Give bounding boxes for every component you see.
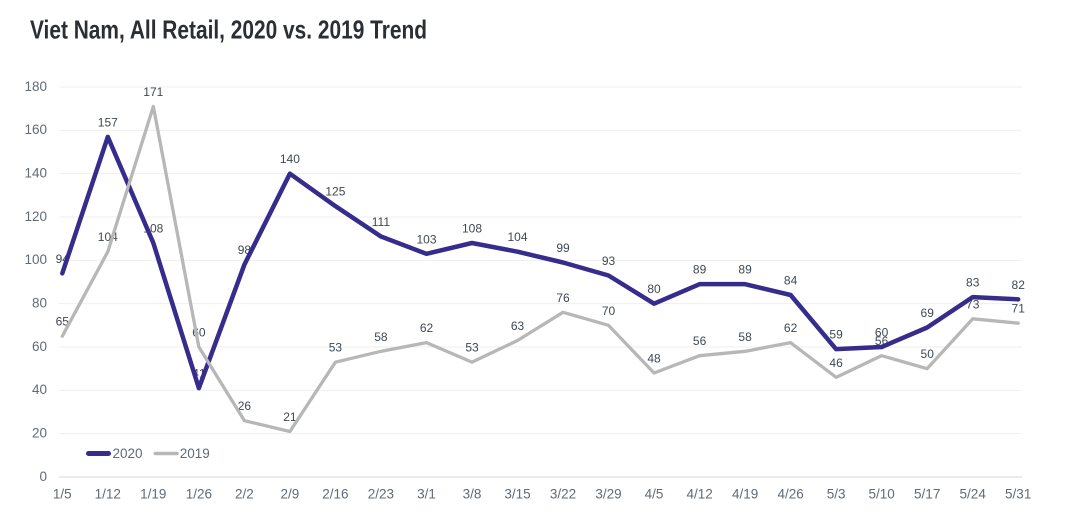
svg-text:71: 71	[1012, 302, 1026, 316]
svg-text:80: 80	[32, 296, 47, 311]
svg-text:65: 65	[56, 315, 70, 329]
svg-text:50: 50	[921, 347, 935, 361]
svg-text:140: 140	[24, 166, 47, 181]
svg-text:103: 103	[416, 232, 436, 246]
svg-text:40: 40	[32, 382, 47, 397]
svg-text:83: 83	[966, 276, 980, 290]
svg-text:69: 69	[921, 306, 935, 320]
svg-text:1/5: 1/5	[53, 486, 72, 501]
svg-text:3/22: 3/22	[550, 486, 576, 501]
svg-text:53: 53	[465, 341, 479, 355]
svg-text:59: 59	[829, 328, 843, 342]
svg-text:26: 26	[238, 399, 252, 413]
svg-text:2/16: 2/16	[322, 486, 348, 501]
svg-text:3/29: 3/29	[595, 486, 621, 501]
svg-text:180: 180	[24, 79, 47, 94]
svg-text:5/3: 5/3	[827, 486, 846, 501]
svg-text:0: 0	[39, 469, 47, 484]
svg-text:89: 89	[738, 263, 752, 277]
svg-text:120: 120	[24, 209, 47, 224]
svg-text:157: 157	[98, 115, 118, 129]
svg-text:100: 100	[24, 252, 47, 267]
svg-text:2/2: 2/2	[235, 486, 254, 501]
svg-text:56: 56	[693, 334, 707, 348]
svg-text:160: 160	[24, 122, 47, 137]
svg-text:Viet Nam, All Retail, 2020 vs.: Viet Nam, All Retail, 2020 vs. 2019 Tren…	[30, 15, 427, 45]
svg-text:20: 20	[32, 426, 47, 441]
svg-text:3/1: 3/1	[417, 486, 436, 501]
svg-text:62: 62	[784, 321, 798, 335]
svg-text:60: 60	[875, 326, 889, 340]
svg-text:84: 84	[784, 274, 798, 288]
svg-text:76: 76	[556, 291, 570, 305]
svg-text:171: 171	[143, 85, 163, 99]
svg-text:1/12: 1/12	[95, 486, 121, 501]
svg-text:4/26: 4/26	[777, 486, 803, 501]
svg-text:4/12: 4/12	[686, 486, 712, 501]
svg-text:70: 70	[602, 304, 616, 318]
svg-text:99: 99	[556, 241, 570, 255]
svg-text:5/31: 5/31	[1005, 486, 1031, 501]
svg-text:4/19: 4/19	[732, 486, 758, 501]
svg-text:46: 46	[829, 356, 843, 370]
svg-text:63: 63	[511, 319, 525, 333]
svg-text:80: 80	[647, 282, 661, 296]
svg-text:89: 89	[693, 263, 707, 277]
svg-text:62: 62	[420, 321, 434, 335]
svg-text:3/15: 3/15	[504, 486, 530, 501]
svg-text:108: 108	[462, 222, 482, 236]
svg-text:2020: 2020	[113, 446, 143, 461]
svg-text:5/24: 5/24	[960, 486, 987, 501]
svg-text:1/19: 1/19	[140, 486, 166, 501]
svg-text:21: 21	[283, 410, 297, 424]
svg-text:58: 58	[374, 330, 388, 344]
svg-text:58: 58	[738, 330, 752, 344]
svg-text:104: 104	[507, 230, 527, 244]
svg-text:53: 53	[329, 341, 343, 355]
svg-text:60: 60	[32, 339, 47, 354]
svg-text:125: 125	[325, 185, 345, 199]
svg-text:111: 111	[372, 215, 391, 229]
svg-text:82: 82	[1012, 278, 1026, 292]
svg-text:1/26: 1/26	[186, 486, 212, 501]
svg-text:140: 140	[280, 152, 300, 166]
svg-text:5/17: 5/17	[914, 486, 940, 501]
svg-text:3/8: 3/8	[463, 486, 482, 501]
svg-text:48: 48	[647, 352, 661, 366]
svg-text:93: 93	[602, 254, 616, 268]
svg-text:5/10: 5/10	[868, 486, 894, 501]
svg-text:2/23: 2/23	[368, 486, 394, 501]
svg-text:4/5: 4/5	[645, 486, 664, 501]
svg-text:2019: 2019	[180, 446, 210, 461]
svg-text:2/9: 2/9	[281, 486, 300, 501]
